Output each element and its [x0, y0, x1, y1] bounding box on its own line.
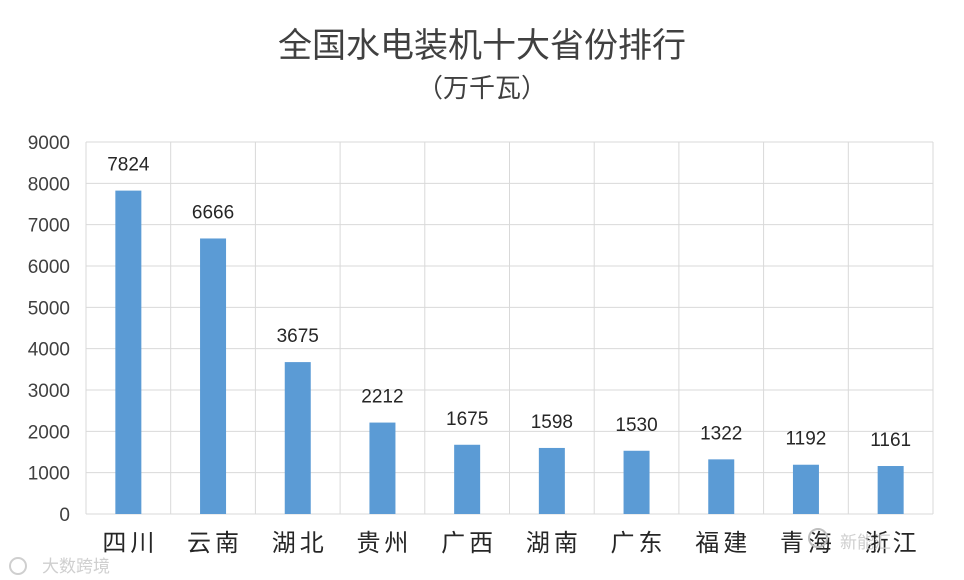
- bar: [115, 190, 142, 514]
- wechat-logo-icon: [808, 528, 828, 548]
- bar-value-label: 1161: [870, 430, 911, 451]
- grid: [85, 141, 934, 515]
- bar: [623, 450, 650, 514]
- bar: [284, 362, 311, 514]
- bar: [200, 238, 227, 515]
- watermark-left-text: 大数跨境: [42, 557, 110, 577]
- bar-value-label: 1192: [786, 429, 827, 450]
- bar-value-label: 7824: [107, 155, 150, 176]
- bar: [877, 466, 904, 514]
- x-category-label: 湖南: [526, 529, 582, 557]
- bar: [538, 447, 565, 514]
- y-tick-label: 1000: [28, 464, 70, 485]
- data-labels: 7824 6666 3675 2212 1675 1598 1530 1322 1192 1161: [107, 155, 911, 451]
- watermark-right-text: 新能汇: [840, 533, 891, 553]
- x-category-label: 四川: [102, 529, 158, 557]
- y-tick-label: 4000: [28, 340, 70, 361]
- x-axis-categories: 四川 云南 湖北 贵州 广西 湖南 广东 福建 青海 浙江: [102, 529, 921, 557]
- chart-title: 全国水电装机十大省份排行: [278, 26, 686, 66]
- x-category-label: 广西: [441, 529, 497, 557]
- bar-value-label: 6666: [192, 202, 234, 223]
- y-tick-label: 2000: [28, 422, 70, 443]
- y-tick-label: 3000: [28, 381, 70, 402]
- bars: [115, 190, 904, 515]
- weibo-logo-icon: [9, 557, 27, 575]
- bar: [454, 444, 481, 514]
- x-category-label: 福建: [695, 529, 751, 557]
- y-tick-label: 9000: [28, 133, 70, 154]
- x-category-label: 湖北: [272, 529, 328, 557]
- bar-value-label: 3675: [277, 326, 319, 347]
- y-tick-label: 7000: [28, 216, 70, 237]
- y-tick-label: 5000: [28, 298, 70, 319]
- y-tick-label: 0: [59, 505, 70, 526]
- x-category-label: 广东: [611, 529, 667, 557]
- bar-value-label: 1598: [531, 412, 573, 433]
- bar-value-label: 2212: [361, 387, 403, 408]
- x-category-label: 青海: [780, 529, 836, 557]
- bar-value-label: 1675: [446, 409, 488, 430]
- watermark-left: 大数跨境: [9, 557, 110, 577]
- y-tick-label: 8000: [28, 174, 70, 195]
- bar: [369, 422, 396, 514]
- bar-value-label: 1322: [700, 423, 742, 444]
- y-tick-label: 6000: [28, 257, 70, 278]
- x-category-label: 浙江: [865, 529, 921, 557]
- bar-value-label: 1530: [615, 415, 657, 436]
- y-axis-ticks: 0 1000 2000 3000 4000 5000 6000 7000 8000 9000: [28, 133, 70, 526]
- x-category-label: 云南: [187, 529, 243, 557]
- x-category-label: 贵州: [356, 529, 412, 557]
- bar: [792, 464, 819, 514]
- bar: [708, 459, 735, 514]
- watermark-right: 新能汇: [808, 528, 891, 553]
- chart-subtitle: （万千瓦）: [417, 74, 547, 104]
